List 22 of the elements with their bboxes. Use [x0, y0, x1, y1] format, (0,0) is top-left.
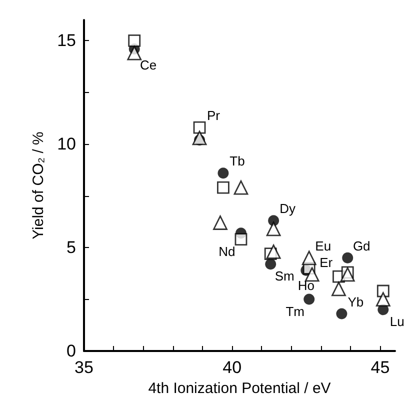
- y-axis-title: Yield of CO₂ / %: [30, 132, 47, 240]
- annotation: Dy: [280, 201, 296, 216]
- annotation: Pr: [207, 108, 221, 124]
- y-tick-label: 10: [57, 134, 76, 154]
- x-tick-label: 40: [222, 358, 242, 377]
- annotation: Eu: [315, 238, 332, 254]
- x-tick-label: 35: [74, 358, 94, 377]
- annotation: Ce: [140, 58, 157, 73]
- annotation: Yb: [348, 294, 364, 310]
- y-tick-label: 15: [57, 31, 76, 50]
- annotation: Tm: [286, 304, 304, 319]
- annotation: Tb: [230, 154, 245, 169]
- y-tick-label: 5: [66, 238, 76, 258]
- x-tick-label: 45: [370, 358, 390, 377]
- annotation: Er: [320, 254, 334, 270]
- annotation: Sm: [274, 268, 294, 284]
- y-tick-label: 0: [66, 342, 76, 360]
- x-axis-title: 4th Ionization Potential / eV: [148, 380, 331, 397]
- annotation: Nd: [218, 244, 236, 259]
- annotation: Lu: [390, 314, 404, 330]
- annotation: Gd: [352, 238, 370, 254]
- annotation: Ho: [298, 278, 314, 293]
